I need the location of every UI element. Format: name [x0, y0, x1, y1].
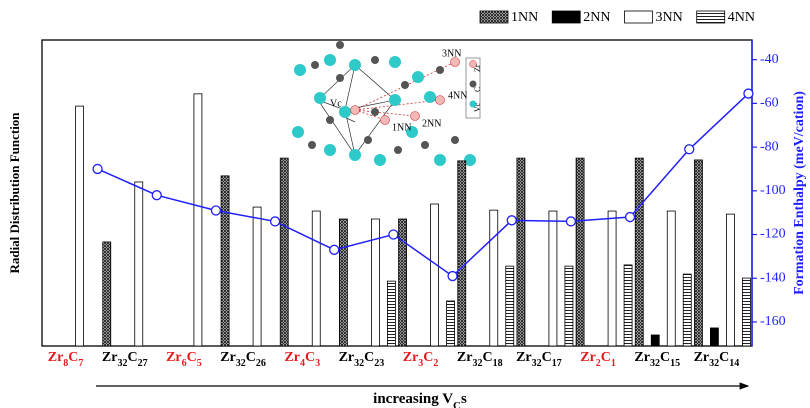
point — [210, 205, 222, 216]
inset-label: Vc — [330, 98, 342, 109]
bar — [634, 157, 644, 347]
bar — [489, 209, 499, 347]
bar — [134, 181, 144, 347]
y2-tick-label: -40 — [760, 52, 779, 67]
y2-tick-label: -160 — [760, 314, 786, 329]
bar — [607, 210, 617, 347]
y2-tick-label: -60 — [760, 96, 779, 111]
bar — [710, 327, 719, 347]
point — [565, 216, 577, 227]
bar — [371, 218, 380, 347]
bar — [682, 273, 692, 347]
legend-swatch — [551, 10, 581, 24]
inset-label: 3NN — [442, 48, 461, 59]
bar — [694, 159, 703, 347]
point — [506, 215, 517, 226]
inset-c — [308, 41, 459, 154]
x-tick-label: Zr4C3 — [284, 350, 320, 369]
legend-label: 2NN — [583, 10, 610, 25]
legend-swatch — [624, 10, 653, 24]
y2-axis-title: Formation Enthalpy (meV/cation) — [792, 91, 807, 295]
legend-swatch — [479, 10, 509, 24]
bar — [666, 210, 676, 347]
x-tick-label: Zr3C2 — [403, 350, 439, 369]
bar — [430, 203, 439, 347]
x-tick-label: Zr32C15 — [634, 350, 680, 369]
point — [92, 163, 103, 175]
bar — [742, 277, 751, 347]
bar — [339, 218, 348, 347]
bar — [516, 157, 526, 347]
bar — [102, 241, 112, 347]
x-axis-title: increasing VCs — [373, 391, 467, 408]
inset-legend-label: Vc — [473, 102, 482, 112]
inset-legend — [465, 57, 481, 119]
legend-swatch — [696, 10, 726, 24]
inset-label: 1NN — [392, 122, 411, 133]
point — [388, 229, 399, 240]
inset-zr — [292, 54, 476, 166]
legend-label: 3NN — [655, 10, 682, 25]
bar — [564, 265, 574, 347]
bar — [726, 213, 735, 347]
bar — [398, 218, 407, 347]
inset-label: 4NN — [448, 90, 467, 101]
x-tick-label: Zr32C18 — [457, 350, 503, 369]
y2-tick-label: -140 — [760, 270, 786, 285]
inset-legend-label: Zr — [473, 64, 482, 72]
bar — [311, 210, 321, 347]
point — [743, 88, 754, 99]
bar — [650, 334, 660, 347]
legend-label: 1NN — [511, 10, 538, 25]
y2-tick-label: -100 — [760, 183, 786, 198]
y2-tick-label: -120 — [760, 227, 786, 242]
point — [624, 211, 636, 223]
x-tick-label: Zr32C26 — [220, 350, 266, 369]
line — [97, 93, 749, 278]
bar — [575, 157, 585, 347]
point — [447, 270, 458, 282]
point — [151, 190, 162, 201]
x-tick-label: Zr32C27 — [102, 350, 148, 369]
inset-label: 2NN — [422, 118, 441, 129]
bar — [75, 105, 84, 347]
bar — [252, 206, 262, 347]
bar — [457, 160, 467, 347]
x-tick-label: Zr32C17 — [516, 350, 562, 369]
x-tick-label: Zr2C1 — [580, 350, 616, 369]
bar — [387, 280, 396, 347]
point — [684, 144, 695, 155]
y-axis-title: Radial Distribution Function — [7, 112, 22, 274]
bar — [220, 175, 230, 347]
y2-tick-label: -80 — [760, 139, 779, 154]
x-tick-label: Zr32C23 — [339, 350, 385, 369]
bar — [505, 265, 515, 347]
bar — [193, 93, 203, 347]
legend-label: 4NN — [728, 10, 755, 25]
x-tick-label: Zr6C5 — [166, 350, 202, 369]
inset-structure: 3NN 4NN 2NN 1NN Vc Zr C Vc — [290, 41, 485, 172]
inset-legend-label: C — [473, 87, 482, 92]
bar — [623, 264, 633, 347]
point — [329, 244, 340, 255]
bar — [446, 300, 455, 347]
x-tick-label: Zr8C7 — [48, 350, 84, 369]
inset-vc — [350, 57, 460, 125]
bar — [548, 210, 558, 347]
bar — [279, 157, 289, 347]
point — [269, 216, 281, 227]
x-tick-label: Zr32C14 — [694, 350, 740, 369]
